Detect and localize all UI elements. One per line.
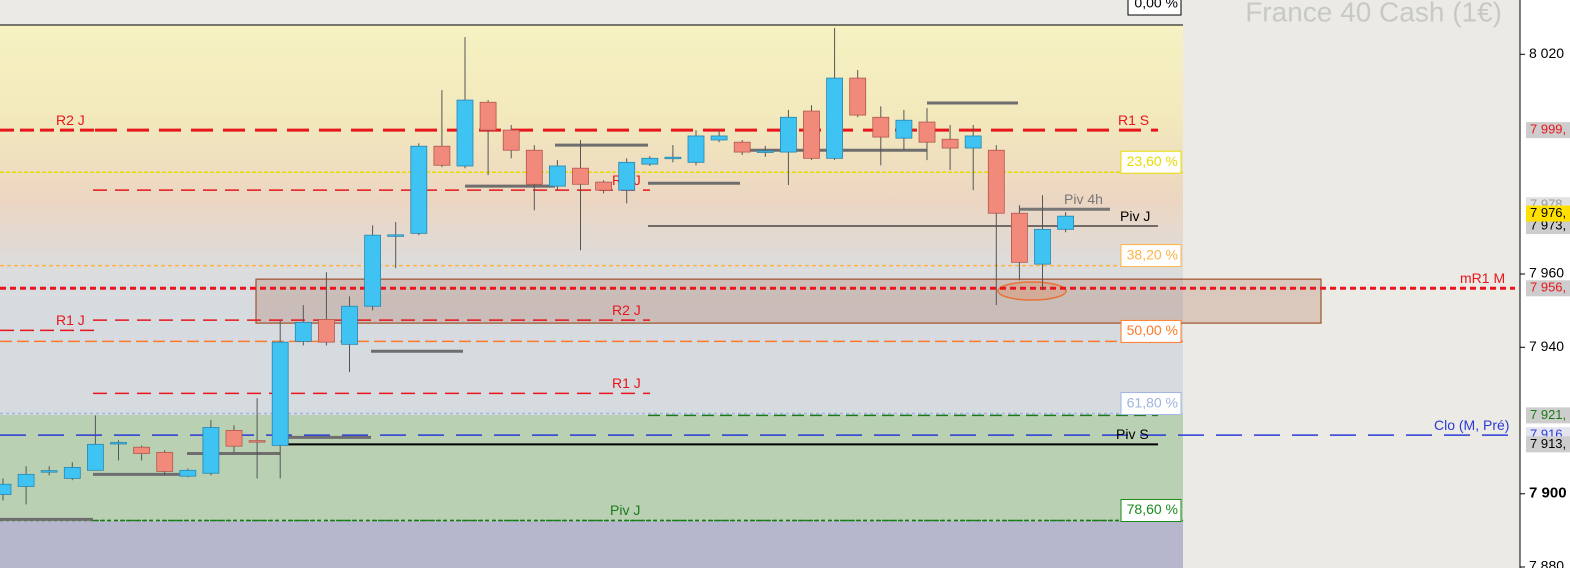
level-label: Piv S <box>1116 426 1149 442</box>
level-label: Clo (M, Pré) <box>1434 417 1509 433</box>
fib-box <box>1120 244 1182 268</box>
candle-body <box>502 129 520 151</box>
candle-body <box>687 135 705 163</box>
level-label: Piv J <box>1120 208 1150 224</box>
candle-body <box>63 466 81 479</box>
candle-body <box>918 121 936 143</box>
candle-body <box>664 156 682 160</box>
fib-label: 0,00 % <box>1134 0 1178 11</box>
candle-body <box>733 141 751 153</box>
candle-body <box>595 181 612 191</box>
candle-body <box>1057 215 1074 230</box>
level-label: R1 S <box>1118 112 1149 128</box>
fib-box <box>1127 0 1182 16</box>
candle-body <box>294 321 312 342</box>
candle-body <box>780 116 797 153</box>
price-tag <box>1526 122 1570 139</box>
price-tag-label: 7 956, <box>1530 280 1566 295</box>
candle-body <box>433 145 451 166</box>
candle-body <box>341 305 358 345</box>
fib-box <box>1120 150 1182 174</box>
candle-body <box>456 99 474 167</box>
candle-body <box>156 451 174 472</box>
candle-body <box>641 157 659 165</box>
candle-body <box>110 442 127 445</box>
candle-body <box>17 473 35 487</box>
price-tag <box>1526 436 1570 453</box>
price-tag <box>1526 407 1570 424</box>
candle-body <box>317 319 335 343</box>
candle-body <box>364 234 382 307</box>
plot-band <box>0 415 1183 521</box>
candle-body <box>0 483 12 495</box>
level-label: Piv 4h <box>1064 191 1103 207</box>
price-tag <box>1526 280 1570 297</box>
candle-body <box>895 119 913 139</box>
level-label: Piv J <box>610 502 640 518</box>
candle-body <box>826 77 843 159</box>
y-tick-label: 8 020 <box>1529 45 1564 61</box>
plot-band <box>0 521 1183 568</box>
candle-body <box>941 138 959 149</box>
candle-body <box>387 234 405 237</box>
candle-body <box>803 110 820 159</box>
fib-box <box>1120 392 1182 416</box>
fib-box <box>1120 498 1182 522</box>
candle-body <box>849 77 867 116</box>
candle-body <box>179 469 197 477</box>
fib-label: 23,60 % <box>1127 153 1178 169</box>
plot-background <box>0 25 1183 415</box>
level-label: R2 J <box>612 302 641 318</box>
zone <box>255 278 1322 324</box>
candle-body <box>410 145 428 234</box>
candle-body <box>133 446 151 454</box>
candle-body <box>987 149 1005 214</box>
candle-body <box>87 443 104 471</box>
fib-label: 38,20 % <box>1127 246 1178 262</box>
candle-body <box>1034 228 1051 265</box>
candle-body <box>1011 212 1028 263</box>
y-tick-label: 7 960 <box>1529 265 1564 281</box>
level-label: R1 J <box>56 312 85 328</box>
highlight-ellipse <box>997 281 1067 301</box>
candle-body <box>756 150 774 153</box>
candle-body <box>618 161 636 191</box>
fib-label: 61,80 % <box>1127 394 1178 410</box>
candle-body <box>525 149 543 185</box>
fib-box <box>1120 319 1182 343</box>
level-label: mR1 M <box>1460 270 1505 286</box>
y-tick-label: 7 880 <box>1529 558 1564 568</box>
level-label: R2 J <box>56 112 85 128</box>
price-tag-label: 7 999, <box>1530 122 1566 137</box>
candle-body <box>248 440 266 443</box>
price-tag-label: 7 913, <box>1530 436 1566 451</box>
y-tick-label: 7 900 <box>1529 485 1567 502</box>
fib-label: 78,60 % <box>1127 501 1178 517</box>
candle-body <box>202 427 220 474</box>
candle-body <box>872 116 890 138</box>
price-tag-label: 7 976, <box>1530 205 1566 220</box>
candle-body <box>479 101 497 131</box>
candle-body <box>964 135 982 149</box>
level-label: R1 J <box>612 375 641 391</box>
price-tag <box>1526 205 1570 222</box>
price-tag <box>1526 218 1570 235</box>
y-tick-label: 7 940 <box>1529 338 1564 354</box>
fib-label: 50,00 % <box>1127 322 1178 338</box>
candle-body <box>549 165 566 187</box>
price-tag-label: 7 921, <box>1530 407 1566 422</box>
candle-body <box>710 135 728 141</box>
candle-body <box>271 341 289 446</box>
candle-body <box>225 430 243 447</box>
candle-body <box>572 167 589 185</box>
candle-body <box>40 470 58 473</box>
chart-title: France 40 Cash (1€) <box>1245 0 1502 27</box>
